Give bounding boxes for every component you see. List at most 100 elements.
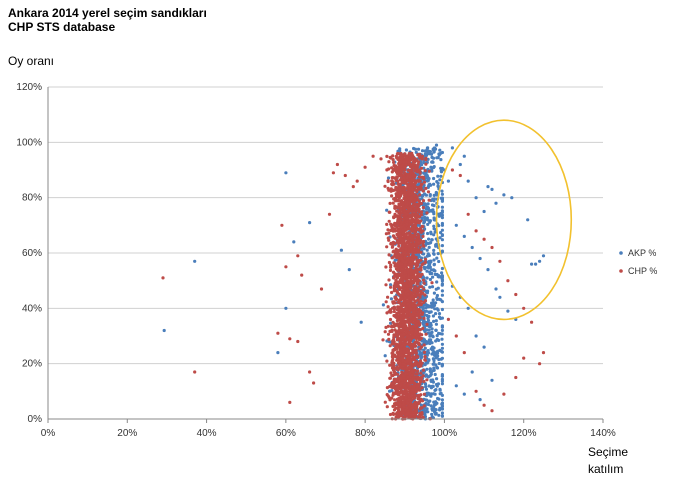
data-point — [395, 290, 399, 294]
data-point — [396, 165, 400, 169]
data-point — [474, 196, 478, 200]
data-point — [462, 234, 466, 238]
data-point — [405, 176, 409, 180]
data-point — [331, 171, 335, 175]
data-point — [438, 178, 442, 182]
data-point — [433, 147, 438, 151]
data-point — [434, 339, 438, 343]
data-point — [402, 274, 406, 278]
data-point — [406, 382, 410, 387]
data-point — [390, 224, 394, 228]
chart-title: Ankara 2014 yerel seçim sandıkları — [8, 6, 207, 20]
data-point — [432, 392, 436, 396]
data-point — [419, 299, 423, 303]
data-point — [390, 227, 394, 231]
data-point — [394, 263, 398, 267]
data-point — [406, 401, 410, 405]
y-tick-label: 40% — [22, 303, 42, 314]
data-point — [415, 195, 419, 199]
data-point — [438, 332, 443, 336]
data-point — [383, 354, 387, 358]
data-point — [427, 384, 431, 388]
data-point — [530, 262, 534, 266]
data-point — [436, 181, 440, 185]
data-point — [417, 341, 421, 345]
data-point — [440, 402, 444, 406]
data-point — [439, 391, 443, 395]
data-point — [399, 382, 403, 387]
data-point — [440, 233, 444, 238]
data-point — [399, 177, 403, 181]
data-point — [386, 186, 390, 190]
data-point — [404, 290, 408, 294]
data-point — [407, 244, 411, 248]
data-point — [424, 385, 428, 389]
legend-label: AKP % — [628, 248, 656, 258]
data-point — [413, 224, 418, 228]
data-point — [437, 397, 441, 401]
data-point — [388, 268, 393, 272]
legend-marker — [619, 269, 623, 273]
data-point — [410, 233, 414, 237]
data-point — [428, 331, 433, 335]
data-point — [410, 281, 414, 285]
data-point — [396, 274, 400, 278]
data-point — [418, 285, 422, 289]
data-point — [424, 257, 428, 261]
data-point — [413, 412, 417, 416]
data-point — [391, 158, 395, 162]
data-point — [408, 378, 412, 382]
data-point — [392, 249, 396, 253]
data-point — [438, 151, 443, 155]
data-point — [418, 322, 422, 326]
data-point — [381, 338, 385, 342]
data-point — [440, 221, 444, 226]
data-point — [482, 209, 486, 214]
data-point — [434, 312, 438, 316]
data-point — [396, 251, 400, 255]
data-point — [402, 206, 406, 210]
data-point — [494, 287, 498, 291]
data-point — [437, 259, 441, 264]
data-point — [424, 186, 428, 190]
data-point — [433, 411, 437, 415]
data-point — [414, 360, 418, 364]
data-point — [391, 188, 395, 192]
data-point — [406, 238, 410, 242]
data-point — [462, 392, 466, 396]
data-point — [394, 154, 398, 158]
data-point — [423, 266, 427, 270]
data-point — [416, 319, 420, 323]
data-point — [423, 152, 427, 156]
data-point — [412, 247, 416, 251]
data-point — [415, 323, 419, 327]
data-point — [296, 254, 300, 258]
data-point — [522, 306, 526, 310]
data-point — [406, 318, 410, 322]
data-point — [387, 160, 391, 164]
data-point — [425, 175, 429, 179]
data-point — [423, 169, 427, 173]
data-point — [435, 256, 439, 260]
data-point — [435, 352, 439, 356]
data-point — [429, 260, 433, 264]
data-point — [394, 313, 398, 317]
x-axis-label: Seçime katılım — [588, 444, 648, 478]
data-point — [410, 192, 414, 196]
data-point — [407, 392, 411, 396]
legend-label: CHP % — [628, 266, 657, 276]
chart-subtitle: CHP STS database — [8, 20, 116, 34]
data-point — [431, 275, 435, 279]
data-point — [450, 168, 454, 172]
data-point — [396, 336, 400, 340]
series-akp — [162, 143, 546, 421]
data-point — [411, 200, 415, 204]
data-point — [432, 193, 436, 197]
data-point — [408, 403, 412, 408]
data-point — [391, 306, 395, 310]
data-point — [392, 160, 396, 164]
data-point — [478, 398, 482, 402]
data-point — [371, 154, 375, 158]
data-point — [417, 210, 421, 214]
data-point — [417, 160, 421, 164]
